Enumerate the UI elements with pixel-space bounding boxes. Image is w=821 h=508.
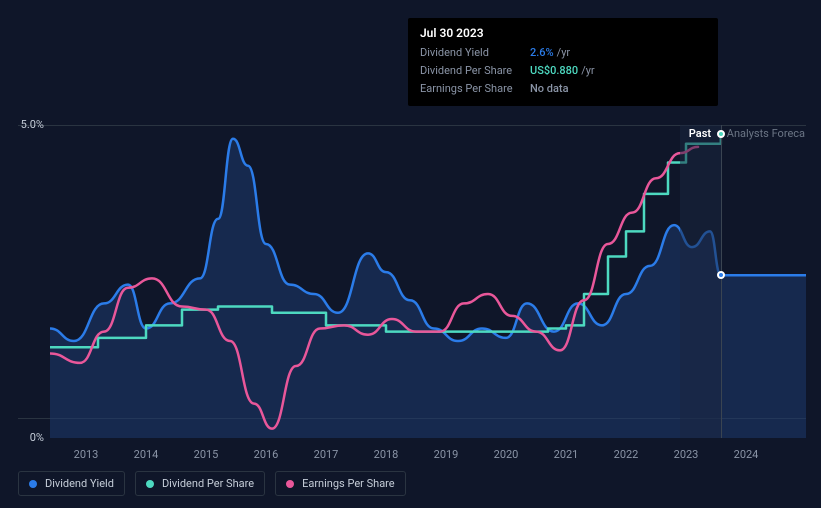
tooltip-row: Earnings Per ShareNo data [420, 80, 706, 98]
tooltip-row-label: Earnings Per Share [420, 80, 530, 98]
legend-item[interactable]: Earnings Per Share [275, 471, 406, 496]
legend-item[interactable]: Dividend Per Share [135, 471, 265, 496]
forecast-label: Analysts Foreca [727, 127, 805, 140]
x-tick-label: 2018 [374, 448, 399, 461]
dividend_yield-marker [717, 271, 725, 279]
legend-marker [29, 480, 37, 488]
x-tick-label: 2015 [194, 448, 219, 461]
x-tick-label: 2022 [614, 448, 639, 461]
tooltip-row: Dividend Yield2.6%/yr [420, 44, 706, 62]
tooltip-date: Jul 30 2023 [420, 26, 706, 40]
legend-label: Dividend Per Share [162, 477, 254, 490]
tooltip-row-label: Dividend Per Share [420, 62, 530, 80]
x-tick-label: 2021 [554, 448, 579, 461]
x-tick-label: 2024 [734, 448, 759, 461]
x-tick-label: 2017 [314, 448, 339, 461]
chart-tooltip: Jul 30 2023 Dividend Yield2.6%/yrDividen… [408, 18, 718, 106]
highlight-region [680, 125, 721, 438]
chart-legend: Dividend Yield Dividend Per Share Earnings… [18, 471, 406, 496]
tooltip-row-suffix: /yr [557, 44, 570, 62]
tooltip-row-value: No data [530, 80, 569, 98]
tooltip-row-value: US$0.880 [530, 62, 578, 80]
dividend-chart: 0% 5.0% Past Analysts Foreca 2013 2014 2015… [0, 0, 821, 508]
tooltip-row: Dividend Per ShareUS$0.880/yr [420, 62, 706, 80]
legend-marker [146, 480, 154, 488]
y-tick-label: 5.0% [4, 118, 44, 131]
x-tick-label: 2014 [134, 448, 159, 461]
past-label: Past [689, 127, 711, 140]
x-tick-label: 2020 [494, 448, 519, 461]
legend-label: Dividend Yield [45, 477, 114, 490]
legend-marker [286, 480, 294, 488]
x-tick-label: 2016 [254, 448, 279, 461]
dividend_per_share-marker [717, 130, 725, 138]
x-tick-label: 2023 [674, 448, 699, 461]
x-tick-label: 2019 [434, 448, 459, 461]
past-forecast-divider [721, 125, 722, 438]
plot-area[interactable]: Past Analysts Foreca [50, 125, 806, 438]
x-tick-label: 2013 [74, 448, 99, 461]
tooltip-row-label: Dividend Yield [420, 44, 530, 62]
legend-item[interactable]: Dividend Yield [18, 471, 125, 496]
legend-label: Earnings Per Share [302, 477, 395, 490]
y-tick-label: 0% [4, 431, 44, 444]
tooltip-row-value: 2.6% [530, 44, 554, 62]
tooltip-row-suffix: /yr [581, 62, 594, 80]
